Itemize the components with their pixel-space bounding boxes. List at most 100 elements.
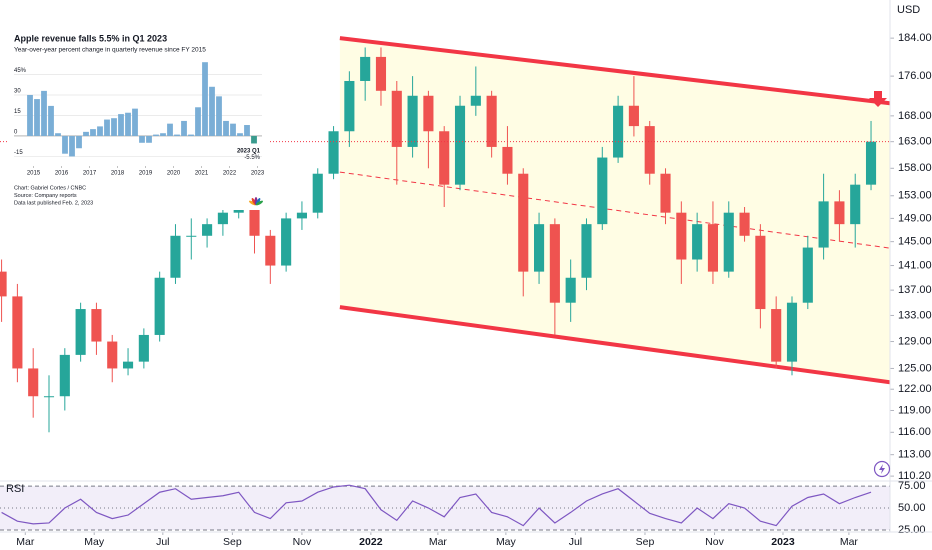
- candle-body: [328, 131, 339, 174]
- bar: [146, 135, 152, 143]
- annotation: -5.5%: [244, 155, 260, 161]
- bar: [104, 119, 110, 136]
- candle-body: [217, 212, 228, 225]
- y-tick-label: -15: [14, 150, 23, 156]
- bar: [209, 86, 215, 136]
- y-tick-label: 158.00: [898, 162, 932, 174]
- bar: [202, 62, 208, 136]
- candle-body: [59, 354, 70, 397]
- candle-body: [186, 235, 197, 237]
- candle-body: [597, 157, 608, 225]
- candle-body: [850, 184, 861, 225]
- candle-body: [502, 146, 513, 174]
- candle-body: [454, 105, 466, 185]
- channel-upper: [339, 36, 891, 106]
- x-tick-label: 2021: [195, 171, 209, 177]
- x-tick-label: 2016: [55, 171, 69, 177]
- channel-fill: [339, 38, 890, 383]
- bar: [237, 133, 243, 136]
- candle-body: [423, 95, 434, 132]
- y-tick-label: 168.00: [898, 110, 932, 122]
- x-tick-label: 2018: [111, 171, 125, 177]
- y-tick-label: 122.00: [898, 383, 932, 395]
- x-tick-label: 2023: [771, 536, 795, 548]
- candle-body: [439, 131, 450, 185]
- legend-entry: RSI: [6, 483, 24, 495]
- candle-body: [375, 56, 387, 91]
- y-tick-label: 75.00: [898, 480, 926, 492]
- candle-body: [265, 235, 276, 266]
- bar: [153, 134, 159, 136]
- candle-body: [486, 95, 497, 147]
- bar: [62, 135, 68, 154]
- bar: [90, 129, 96, 136]
- candle-body: [75, 309, 86, 355]
- bar: [111, 118, 117, 136]
- candle-body: [581, 224, 592, 278]
- candle-body: [107, 341, 118, 369]
- candle-body: [470, 95, 481, 106]
- y-tick-label: 30: [14, 89, 21, 95]
- candle-body: [122, 361, 134, 369]
- y-tick-label: 110.20: [898, 470, 931, 482]
- bar: [244, 125, 250, 136]
- x-tick-label: 2022: [223, 171, 237, 177]
- bar: [76, 135, 82, 149]
- bar: [55, 133, 61, 136]
- y-tick-label: 45%: [14, 68, 27, 74]
- candle-body: [138, 334, 149, 362]
- bar: [83, 131, 89, 136]
- bar: [223, 120, 229, 136]
- rsi-line: [1, 484, 872, 527]
- candle-body: [834, 201, 845, 225]
- bar: [216, 96, 222, 136]
- y-tick-label: 116.00: [898, 426, 931, 438]
- x-tick-label: 2017: [83, 171, 97, 177]
- candle-body: [786, 302, 798, 362]
- bar: [125, 112, 131, 136]
- bar: [69, 135, 75, 157]
- bar: [251, 135, 257, 144]
- candle-body: [344, 80, 355, 132]
- y-tick-label: 145.00: [898, 236, 932, 248]
- candle-body: [281, 218, 292, 266]
- alert-icon-bolt: [879, 464, 885, 474]
- y-tick-label: 153.00: [898, 190, 932, 202]
- candle-body: [644, 126, 655, 174]
- y-tick-label: 119.00: [898, 404, 931, 416]
- candle-body: [43, 396, 55, 398]
- y-tick-label: 141.00: [898, 259, 932, 271]
- alert-icon[interactable]: [873, 460, 891, 478]
- y-tick-label: 163.00: [898, 136, 932, 148]
- rsi-pane: 75.00 50.00 25.00 RSI: [0, 480, 926, 536]
- y-tick-label: 133.00: [898, 309, 932, 321]
- logo-feather: [255, 200, 263, 206]
- candle-body: [91, 309, 102, 342]
- candle-body: [202, 224, 213, 236]
- x-tick-label: 2019: [139, 171, 153, 177]
- x-tick-label: Jul: [569, 536, 582, 548]
- credit: Data last published Feb. 2, 2023: [14, 200, 93, 206]
- y-tick-label: 184.00: [898, 32, 932, 44]
- candle-body: [692, 224, 703, 260]
- y-tick-label: 129.00: [898, 335, 932, 347]
- bar: [195, 107, 201, 136]
- y-tick-label: 149.00: [898, 212, 932, 224]
- annotation: 2023 Q1: [237, 149, 261, 155]
- candle-body: [723, 212, 734, 272]
- candle-body: [28, 368, 39, 397]
- inset-background: [8, 28, 270, 210]
- x-tick-label: Mar: [16, 536, 35, 548]
- candle-body: [407, 95, 418, 147]
- y-tick-label: 176.00: [898, 70, 932, 82]
- price-pane: USD 184.00 176.00 168.00 163.00 158.00 153.00 1…: [0, 4, 932, 548]
- arrow-icon: [869, 91, 887, 107]
- candle-body: [312, 173, 323, 213]
- candle-body: [360, 56, 371, 81]
- y-tick-label: 137.00: [898, 284, 932, 296]
- candle-body: [628, 105, 639, 127]
- axis-label: USD: [897, 4, 920, 16]
- y-tick-label: 0: [14, 130, 18, 136]
- x-tick-label: Nov: [293, 536, 312, 548]
